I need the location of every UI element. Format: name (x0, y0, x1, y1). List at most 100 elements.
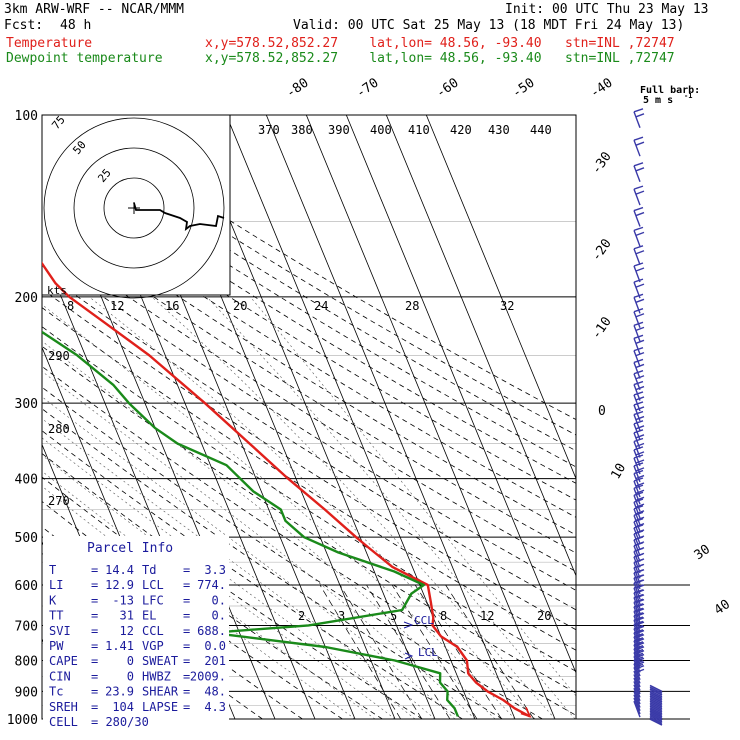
isotherm-line (425, 115, 576, 480)
temperature-label: Temperature (6, 36, 93, 51)
pressure-tick-label: 400 (15, 473, 38, 488)
wind-barb-shaft (633, 495, 641, 512)
wind-barb-flag (633, 401, 644, 406)
isotherm-label: 10 (608, 461, 629, 482)
wind-barb-flag (633, 308, 644, 313)
wind-barb-flag (635, 434, 645, 439)
wind-barb-flag (635, 482, 645, 487)
wind-barb-flag (635, 396, 645, 401)
parcel-info-value: 688. (197, 624, 226, 638)
wind-barb-shaft (633, 667, 641, 684)
wind-barb-flag (633, 645, 644, 650)
wind-barb (633, 108, 645, 129)
wind-barb-surface (649, 718, 663, 726)
wind-barb-flag (633, 346, 644, 352)
wind-barb-flag (633, 185, 644, 190)
wind-barb-flag (633, 542, 644, 547)
wind-barb-flag (635, 634, 645, 639)
dry-adiabat-line (42, 186, 576, 518)
wind-barb-flag (635, 298, 645, 303)
wind-barb-shaft (633, 248, 641, 266)
isotherm-label: -40 (588, 76, 616, 102)
isotherm-line (385, 115, 576, 577)
pressure-tick-label: 1000 (7, 713, 38, 728)
parcel-info-key: SWEAT (142, 654, 178, 668)
pressure-tick-label: 700 (15, 619, 38, 634)
wind-barb (633, 511, 645, 532)
moist-adiabat-line (206, 296, 576, 719)
parcel-info-key: SREH (49, 700, 78, 714)
isotherm-label: -50 (510, 76, 538, 102)
wind-barb-flag (633, 558, 644, 564)
wind-barb-surface (649, 707, 663, 715)
parcel-info-equals: = (91, 624, 98, 638)
wind-barb (633, 308, 645, 328)
wind-barb (633, 185, 645, 206)
wind-barb-shaft (633, 521, 641, 538)
theta-label: 420 (450, 123, 472, 137)
wind-barb (633, 484, 645, 505)
parcel-info-equals: = (91, 609, 98, 623)
wind-barb-surface (649, 691, 663, 700)
model-title: 3km ARW-WRF -- NCAR/MMM (4, 2, 185, 17)
wind-barb-shaft (633, 350, 641, 367)
wind-barb-surface (649, 690, 663, 698)
parcel-info-value: 48. (204, 685, 226, 699)
pressure-tick-label: 900 (15, 685, 38, 700)
wind-barb-flag (635, 496, 645, 501)
parcel-info-equals: = (183, 700, 190, 714)
wind-barb-surface (649, 703, 663, 712)
wind-barb (633, 334, 645, 355)
wind-barb-flag (633, 620, 644, 626)
wind-barb-flag (633, 162, 644, 167)
lcl-label: LCL (418, 646, 438, 659)
wind-barb-flag (633, 579, 644, 584)
wind-barb-flag (633, 334, 644, 339)
wind-barb (633, 684, 641, 702)
wind-barb-flag (633, 370, 644, 375)
ccl-marker (403, 621, 414, 629)
wind-barb-flag (633, 641, 644, 646)
parcel-info-key: PW (49, 639, 64, 653)
forecast-hours: 48 h (60, 18, 92, 33)
wind-barb (633, 262, 645, 283)
wind-barb-flag (633, 477, 644, 482)
parcel-info-key: LCL (142, 578, 164, 592)
parcel-info-key: CAPE (49, 654, 78, 668)
wind-barb-surface (649, 710, 663, 718)
parcel-info-background (43, 536, 229, 720)
temperature-station-info: x,y=578.52,852.27 lat,lon= 48.56, -93.40… (205, 36, 675, 51)
wind-barb-shaft (633, 691, 641, 708)
isotherm-line (345, 115, 576, 674)
wind-barb-shaft (633, 545, 641, 562)
wind-barb-flag (635, 612, 645, 617)
wind-barb-shaft (633, 700, 641, 718)
wind-barb-flag (635, 451, 645, 456)
moist-adiabat-line (42, 437, 416, 719)
moist-adiabat-line (250, 296, 576, 697)
pressure-tick-label: 600 (15, 579, 38, 594)
wind-barb-shaft (633, 210, 641, 227)
wind-barb-flag (635, 642, 645, 647)
wind-barb-flag (635, 442, 645, 448)
wind-barb-flag (633, 633, 644, 638)
wind-barb-flag (633, 648, 644, 654)
pressure-tick-label: 200 (15, 291, 38, 306)
parcel-info-value: 4.3 (204, 700, 226, 714)
wind-barb-shaft (633, 111, 641, 129)
wind-barb-surface (649, 686, 663, 694)
isotherm-line (265, 115, 516, 719)
wind-barb-shaft (633, 539, 641, 557)
pressure-tick-label: 100 (15, 109, 38, 124)
dry-adiabat-label: 290 (48, 349, 70, 363)
dry-adiabat-line (42, 235, 576, 572)
wind-barb-surface (649, 711, 663, 720)
isotherm-label: -10 (589, 314, 615, 342)
wind-barb-flag (633, 262, 644, 267)
theta-label: 430 (488, 123, 510, 137)
wind-barb-surface (649, 696, 663, 705)
moist-adiabat-line (89, 296, 536, 719)
parcel-info-key: TT (49, 609, 63, 623)
parcel-info-key: T (49, 563, 56, 577)
wind-barb-flag (635, 167, 645, 172)
